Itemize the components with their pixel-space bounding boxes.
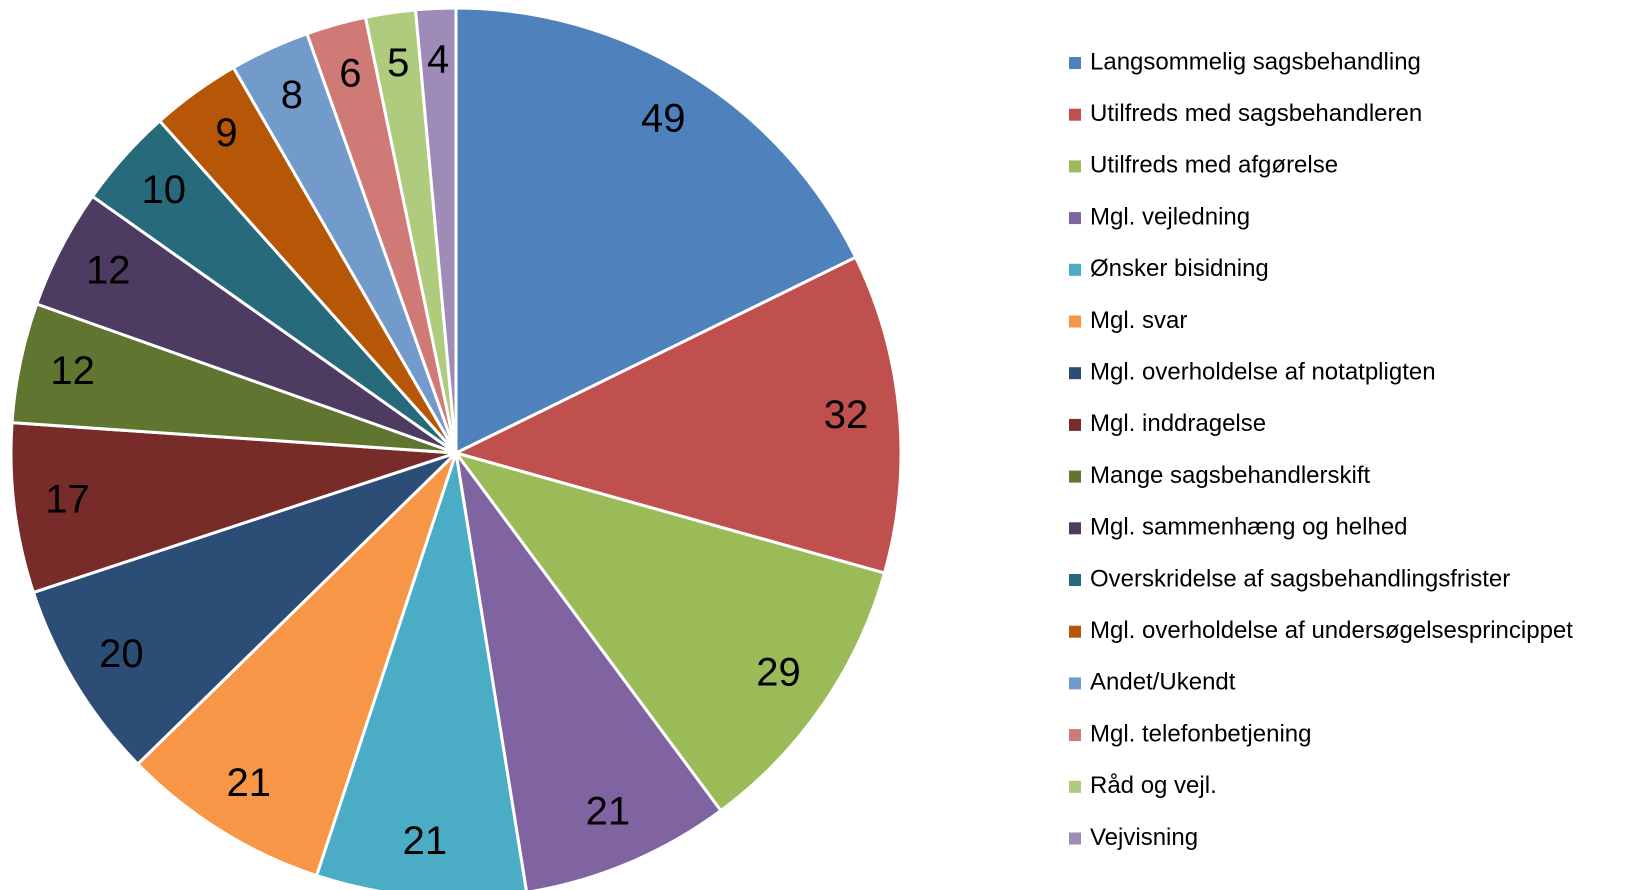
legend-label: Mgl. telefonbetjening bbox=[1090, 720, 1311, 747]
legend-swatch bbox=[1069, 780, 1081, 793]
pie-slice bbox=[314, 452, 528, 890]
data-label: 12 bbox=[50, 349, 95, 393]
legend-swatch bbox=[1069, 418, 1081, 431]
legend-label: Mgl. svar bbox=[1090, 307, 1187, 334]
data-label: 21 bbox=[403, 819, 448, 863]
legend-swatch bbox=[1069, 212, 1081, 225]
legend-label: Mgl. vejledning bbox=[1090, 203, 1250, 230]
legend-label: Utilfreds med afgørelse bbox=[1090, 152, 1338, 179]
legend-label: Vejvisning bbox=[1090, 824, 1198, 851]
legend-swatch bbox=[1069, 522, 1081, 535]
pie-slice bbox=[31, 451, 458, 767]
pie-slice bbox=[413, 6, 458, 454]
data-label: 29 bbox=[756, 651, 801, 695]
legend-swatch bbox=[1069, 677, 1081, 690]
data-label: 6 bbox=[339, 51, 361, 95]
legend-swatch bbox=[1069, 160, 1081, 173]
legend-label: Mange sagsbehandlerskift bbox=[1090, 462, 1371, 489]
legend-swatch bbox=[1069, 57, 1081, 69]
data-label: 20 bbox=[99, 632, 144, 676]
legend-label: Andet/Ukendt bbox=[1090, 669, 1236, 696]
pie-slice bbox=[452, 450, 887, 813]
legend-label: Overskridelse af sagsbehandlingsfrister bbox=[1090, 565, 1510, 592]
data-label: 12 bbox=[86, 248, 131, 292]
legend-label: Langsommelig sagsbehandling bbox=[1090, 48, 1421, 75]
legend-label: Mgl. overholdelse af notatpligten bbox=[1090, 359, 1436, 386]
data-label: 21 bbox=[226, 761, 271, 805]
legend-swatch bbox=[1069, 315, 1081, 328]
legend-swatch bbox=[1069, 263, 1081, 276]
data-label: 49 bbox=[641, 96, 686, 140]
legend-label: Ønsker bisidning bbox=[1090, 255, 1269, 282]
legend-label: Mgl. inddragelse bbox=[1090, 410, 1266, 437]
legend-swatch bbox=[1069, 832, 1081, 845]
data-label: 9 bbox=[215, 111, 237, 155]
legend-label: Mgl. sammenhæng og helhed bbox=[1090, 514, 1408, 541]
legend-swatch bbox=[1069, 470, 1081, 483]
data-label: 21 bbox=[586, 789, 631, 833]
legend-label: Råd og vejl. bbox=[1090, 772, 1217, 799]
data-label: 10 bbox=[142, 168, 187, 212]
legend-label: Utilfreds med sagsbehandleren bbox=[1090, 100, 1422, 127]
pie-slice bbox=[451, 255, 903, 575]
legend-label: Mgl. overholdelse af undersøgelsesprinci… bbox=[1090, 617, 1573, 644]
data-label: 17 bbox=[45, 477, 90, 521]
legend-swatch bbox=[1069, 367, 1081, 380]
data-label: 8 bbox=[281, 73, 303, 117]
data-label: 32 bbox=[824, 393, 869, 437]
legend-swatch bbox=[1069, 625, 1081, 638]
pie-slice bbox=[454, 6, 858, 456]
legend-swatch bbox=[1069, 108, 1081, 121]
data-label: 4 bbox=[427, 37, 449, 81]
legend-swatch bbox=[1069, 729, 1081, 742]
data-label: 5 bbox=[387, 41, 409, 85]
pie-slice bbox=[135, 451, 458, 878]
legend-swatch bbox=[1069, 574, 1081, 586]
pie-slice bbox=[9, 421, 457, 595]
